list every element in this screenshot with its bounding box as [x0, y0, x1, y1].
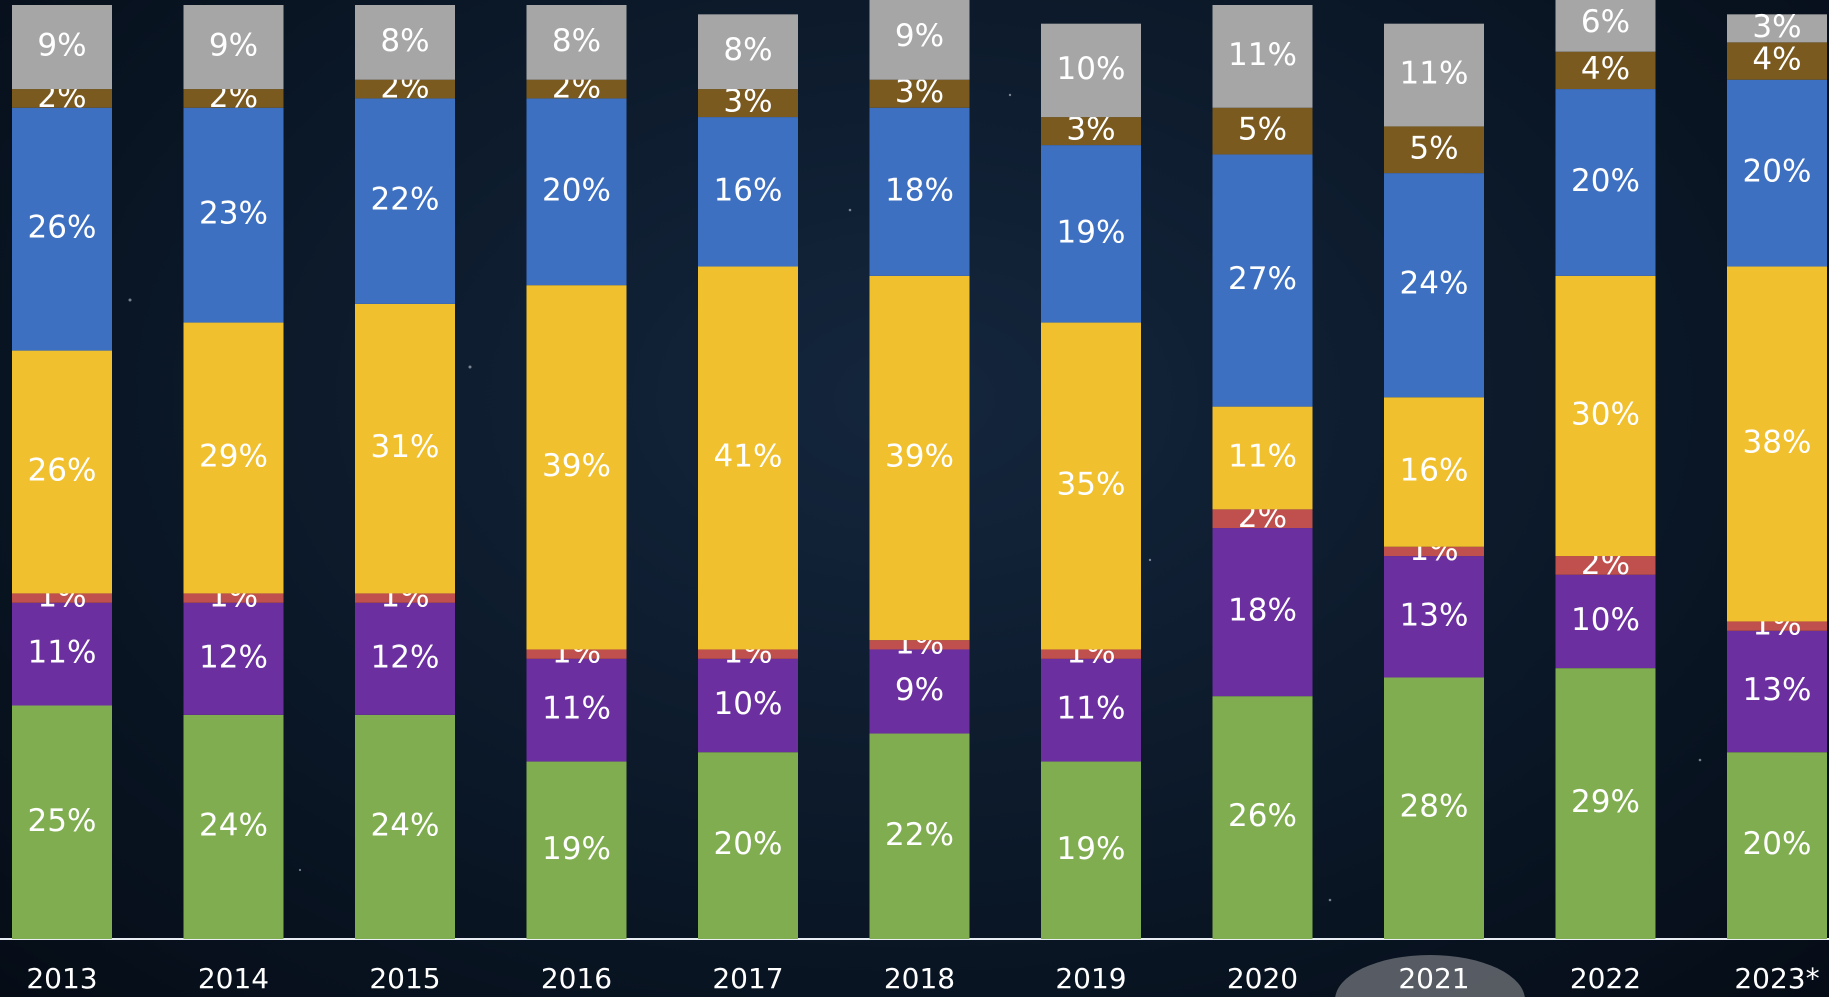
value-label: 16%: [714, 172, 783, 208]
x-tick-label: 2014: [198, 962, 269, 995]
value-label: 22%: [885, 817, 954, 853]
value-label: 20%: [714, 826, 783, 862]
value-label: 20%: [1743, 826, 1812, 862]
value-label: 3%: [1752, 9, 1801, 45]
value-label: 29%: [1571, 784, 1640, 820]
value-label: 31%: [371, 429, 440, 465]
chart: 25%11%1%26%26%2%9%201324%12%1%29%23%2%9%…: [0, 0, 1829, 997]
value-label: 22%: [371, 182, 440, 218]
value-label: 13%: [1400, 597, 1469, 633]
value-label: 8%: [380, 23, 429, 59]
value-label: 20%: [1743, 154, 1812, 190]
value-label: 11%: [1400, 56, 1469, 92]
value-label: 10%: [1057, 51, 1126, 87]
value-label: 35%: [1057, 467, 1126, 503]
value-label: 30%: [1571, 396, 1640, 432]
value-label: 38%: [1743, 424, 1812, 460]
value-label: 11%: [1228, 37, 1297, 73]
value-label: 23%: [199, 196, 268, 232]
value-label: 19%: [542, 831, 611, 867]
value-label: 39%: [885, 438, 954, 474]
value-label: 4%: [1581, 51, 1630, 87]
value-label: 9%: [37, 28, 86, 64]
value-label: 26%: [28, 210, 97, 246]
value-label: 28%: [1400, 789, 1469, 825]
value-label: 26%: [28, 453, 97, 489]
x-tick-label: 2023*: [1734, 962, 1819, 995]
value-label: 11%: [542, 691, 611, 727]
x-tick-label: 2015: [369, 962, 440, 995]
value-label: 9%: [895, 672, 944, 708]
value-label: 11%: [28, 635, 97, 671]
value-label: 9%: [209, 28, 258, 64]
x-tick-label: 2017: [712, 962, 783, 995]
value-label: 27%: [1228, 261, 1297, 297]
value-label: 4%: [1752, 42, 1801, 78]
value-label: 29%: [199, 438, 268, 474]
value-label: 20%: [542, 172, 611, 208]
value-label: 8%: [723, 32, 772, 68]
value-label: 8%: [552, 23, 601, 59]
value-label: 24%: [1400, 266, 1469, 302]
value-label: 12%: [371, 639, 440, 675]
value-label: 10%: [1571, 602, 1640, 638]
value-label: 18%: [885, 172, 954, 208]
value-label: 19%: [1057, 214, 1126, 250]
value-label: 12%: [199, 639, 268, 675]
value-label: 39%: [542, 448, 611, 484]
value-label: 5%: [1238, 112, 1287, 148]
value-label: 19%: [1057, 831, 1126, 867]
x-tick-label: 2016: [541, 962, 612, 995]
x-tick-label: 2021: [1398, 962, 1469, 995]
value-label: 41%: [714, 438, 783, 474]
x-tick-label: 2019: [1055, 962, 1126, 995]
value-label: 11%: [1057, 691, 1126, 727]
value-label: 5%: [1409, 130, 1458, 166]
x-tick-label: 2022: [1570, 962, 1641, 995]
value-label: 16%: [1400, 453, 1469, 489]
value-label: 11%: [1228, 438, 1297, 474]
x-tick-label: 2013: [26, 962, 97, 995]
x-tick-label: 2020: [1227, 962, 1298, 995]
value-label: 24%: [371, 807, 440, 843]
value-label: 10%: [714, 686, 783, 722]
x-tick-label: 2018: [884, 962, 955, 995]
value-label: 24%: [199, 807, 268, 843]
value-label: 6%: [1581, 4, 1630, 40]
value-label: 18%: [1228, 593, 1297, 629]
value-label: 26%: [1228, 798, 1297, 834]
value-label: 9%: [895, 18, 944, 54]
value-label: 20%: [1571, 163, 1640, 199]
page: 25%11%1%26%26%2%9%201324%12%1%29%23%2%9%…: [0, 0, 1829, 997]
value-label: 25%: [28, 803, 97, 839]
value-label: 13%: [1743, 672, 1812, 708]
